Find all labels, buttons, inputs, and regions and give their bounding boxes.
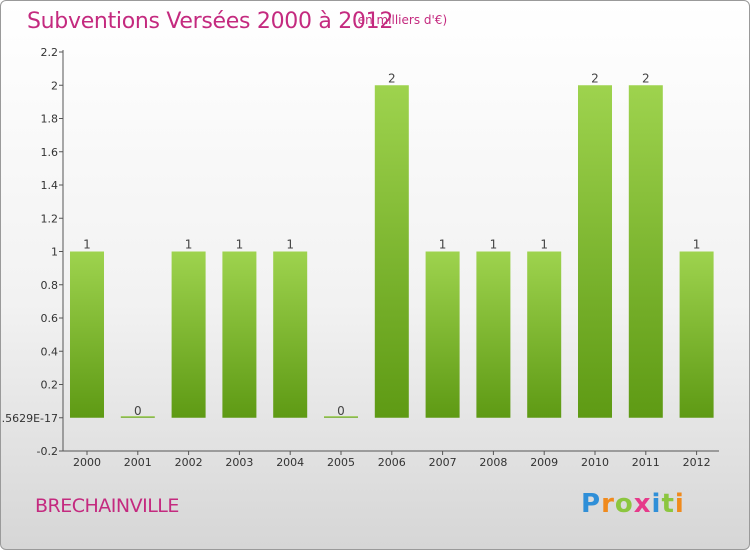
data-label-2003: 1: [236, 238, 244, 252]
data-label-2008: 1: [490, 238, 498, 252]
x-tick-label-2006: 2006: [378, 456, 406, 469]
bar-2006: [374, 85, 409, 418]
x-tick-label-2003: 2003: [225, 456, 253, 469]
y-tick-label: 0.6: [41, 312, 59, 325]
bars: [70, 85, 714, 418]
data-label-2010: 2: [591, 71, 599, 85]
data-label-2005: 0: [337, 404, 345, 418]
bar-2005: [324, 416, 358, 418]
data-label-2009: 1: [540, 238, 548, 252]
proxiti-logo[interactable]: Proxiti: [581, 489, 685, 519]
bar-2011: [628, 85, 663, 418]
bar-2004: [273, 251, 308, 418]
bar-2010: [578, 85, 612, 418]
data-label-2007: 1: [439, 238, 447, 252]
y-tick-label: 2.2: [41, 46, 59, 59]
bar-2012: [679, 251, 714, 418]
x-tick-label-2005: 2005: [327, 456, 355, 469]
logo-letter: P: [581, 489, 602, 519]
y-tick-label: -1.5629E-17: [1, 412, 58, 425]
logo-letter: i: [651, 489, 662, 519]
x-tick-label-2001: 2001: [124, 456, 152, 469]
y-tick-label: 0.2: [41, 379, 59, 392]
y-tick-label: 0.8: [41, 279, 59, 292]
logo-letter: r: [601, 489, 615, 519]
x-tick-label-2002: 2002: [175, 456, 203, 469]
y-tick-label: 0.4: [41, 345, 59, 358]
x-tick-label-2007: 2007: [429, 456, 457, 469]
bar-2007: [425, 251, 460, 418]
y-tick-label: 1.2: [41, 212, 59, 225]
bar-2002: [171, 251, 206, 418]
chart-title: Subventions Versées 2000 à 2012: [27, 9, 394, 34]
data-label-2006: 2: [388, 71, 396, 85]
y-tick-label: 2: [51, 79, 58, 92]
data-label-2002: 1: [185, 238, 193, 252]
x-tick-label-2000: 2000: [73, 456, 101, 469]
x-tick-label-2010: 2010: [581, 456, 609, 469]
data-label-2001: 0: [134, 404, 142, 418]
axes: -0.2 -1.5629E-17 0.2 0.4 0.6 0.8 1 1.2 1.4 1.6 1.8…: [1, 46, 719, 469]
bar-2003: [222, 251, 257, 418]
bar-2001: [120, 416, 155, 418]
commune-name: BRECHAINVILLE: [35, 495, 179, 517]
x-tick-label-2008: 2008: [479, 456, 507, 469]
y-tick-label: 1.6: [41, 146, 59, 159]
bar-2008: [476, 251, 511, 418]
logo-letter: x: [633, 489, 652, 519]
data-label-2011: 2: [642, 71, 650, 85]
x-tick-label-2012: 2012: [683, 456, 711, 469]
x-tick-label-2009: 2009: [530, 456, 558, 469]
logo-letter: t: [661, 489, 675, 519]
bar-2009: [527, 251, 562, 418]
bar-2000: [70, 251, 104, 418]
x-tick-label-2004: 2004: [276, 456, 304, 469]
x-tick-label-2011: 2011: [632, 456, 660, 469]
y-tick-label: 1.4: [41, 179, 59, 192]
y-tick-label: 1: [51, 246, 58, 259]
logo-letter: o: [614, 489, 634, 519]
y-tick-label: -0.2: [37, 445, 58, 458]
chart-unit: (en milliers d'€): [353, 13, 448, 27]
data-labels: 1 0 1 1 1 0 2 1 1 1 2 2 1: [83, 71, 700, 418]
logo-letter: i: [674, 489, 685, 519]
data-label-2004: 1: [286, 238, 294, 252]
y-tick-label: 1.8: [41, 113, 59, 126]
data-label-2000: 1: [83, 238, 91, 252]
data-label-2012: 1: [693, 238, 701, 252]
